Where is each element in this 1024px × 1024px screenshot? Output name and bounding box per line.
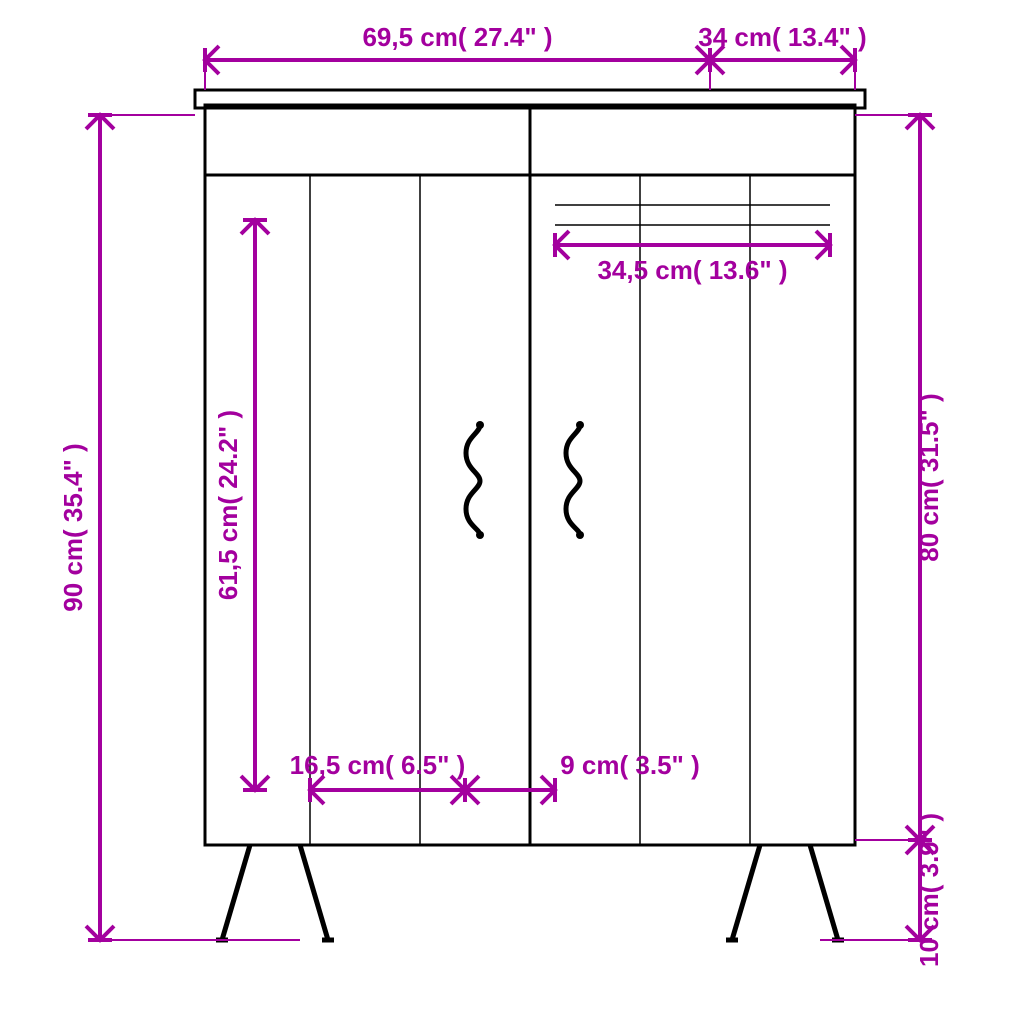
dimension-diagram: 69,5 cm( 27.4" ) 34 cm( 13.4" ) 90 cm( 35.… [0, 0, 1024, 1024]
cabinet-leg-3 [810, 845, 838, 940]
cabinet-leg-1 [300, 845, 328, 940]
gap-w-label: 9 cm( 3.5" ) [560, 750, 700, 780]
door-handle-1 [566, 425, 580, 535]
door-h-left-label: 61,5 cm( 24.2" ) [213, 410, 243, 600]
handle-screw-bot-0 [476, 531, 484, 539]
handle-screw-top-1 [576, 421, 584, 429]
panel-w-label: 16,5 cm( 6.5" ) [290, 750, 466, 780]
depth-top-label: 34 cm( 13.4" ) [698, 22, 866, 52]
leg-h-right-label: 10 cm( 3.9" ) [914, 813, 944, 967]
width-top-label: 69,5 cm( 27.4" ) [362, 22, 552, 52]
handle-screw-bot-1 [576, 531, 584, 539]
height-left-label: 90 cm( 35.4" ) [58, 443, 88, 611]
body-h-right-label: 80 cm( 31.5" ) [914, 393, 944, 561]
cabinet-leg-0 [222, 845, 250, 940]
shelf-w-label: 34,5 cm( 13.6" ) [597, 255, 787, 285]
cabinet-leg-2 [732, 845, 760, 940]
handle-screw-top-0 [476, 421, 484, 429]
door-handle-0 [466, 425, 480, 535]
